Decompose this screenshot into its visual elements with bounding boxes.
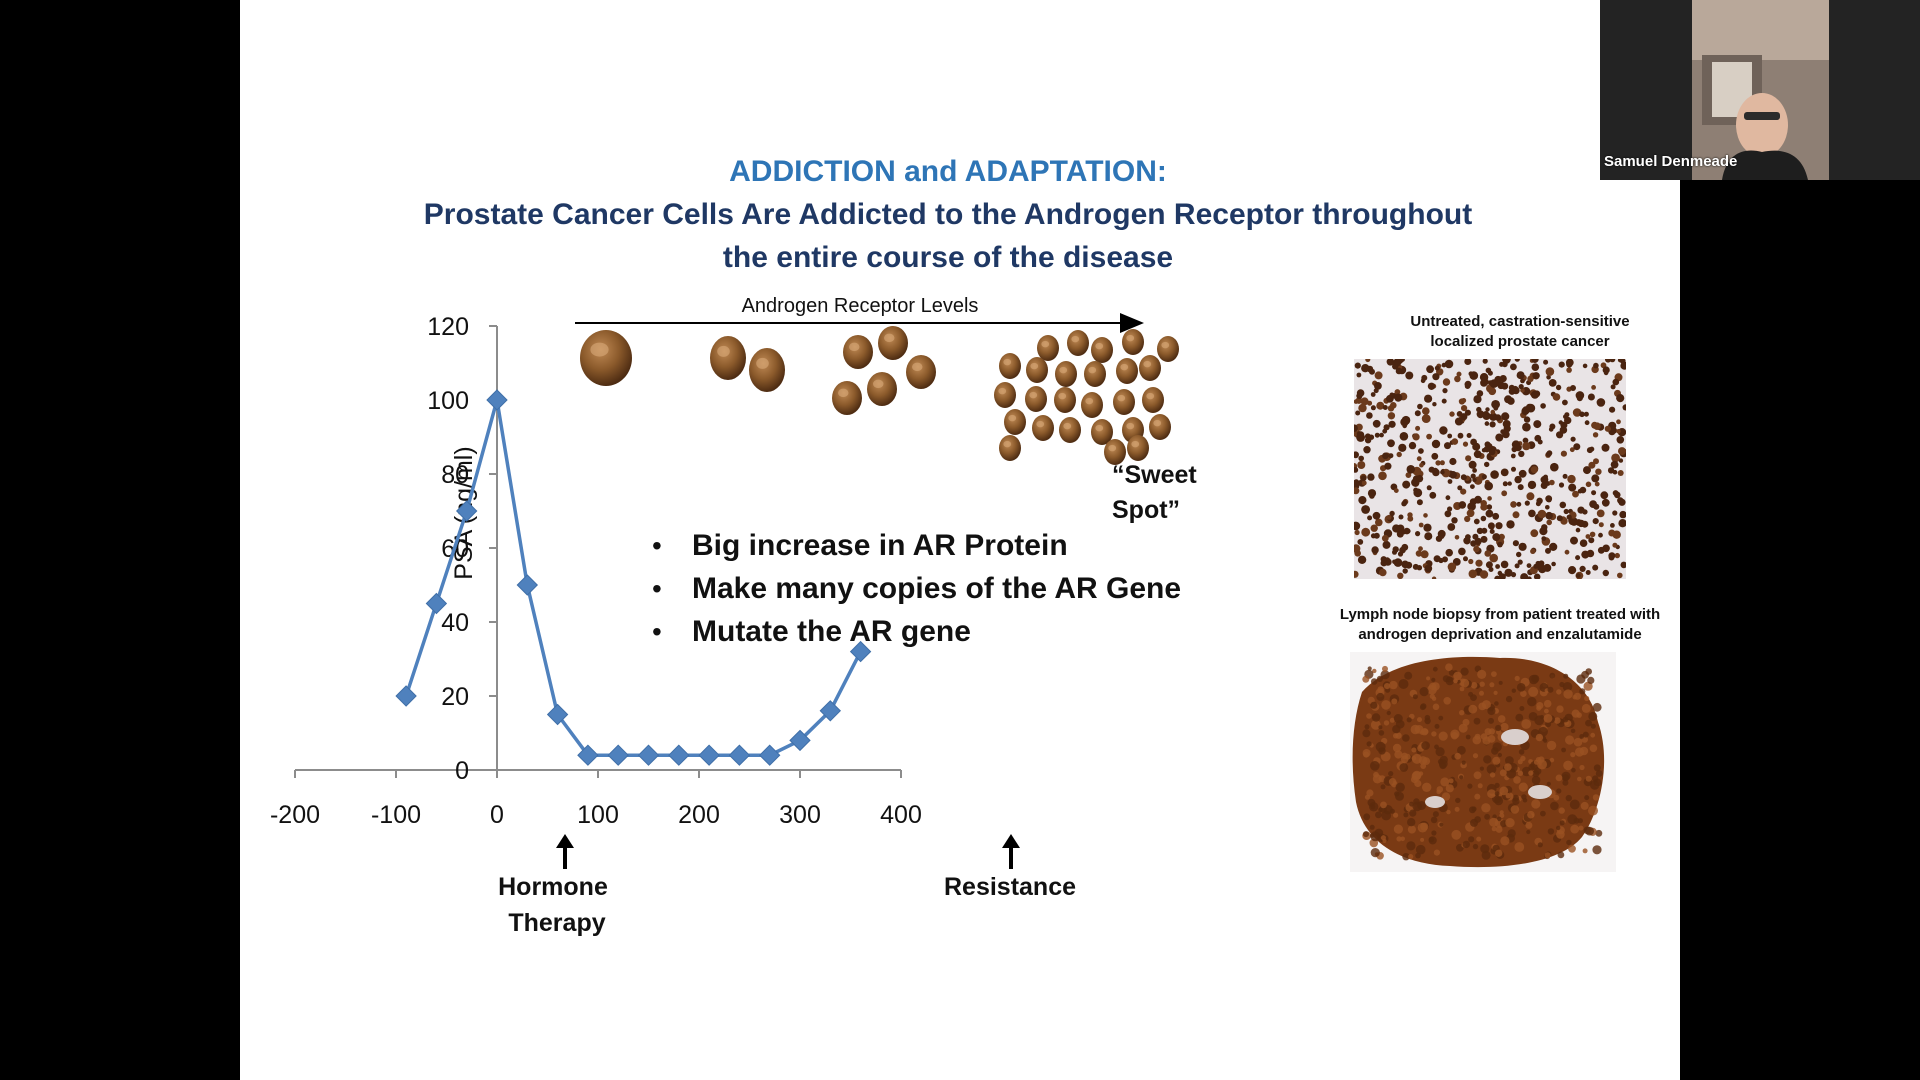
chart-axes: -200 -100 0 100 200 300 400020406080100120PSA … xyxy=(270,313,922,829)
cell-icon xyxy=(1055,361,1077,387)
x-tick-label: 0 xyxy=(490,801,504,829)
caption-line: androgen deprivation and enzalutamide xyxy=(1358,626,1642,643)
hormone-therapy-marker: Hormone Therapy xyxy=(498,834,608,937)
ar-levels-label: Androgen Receptor Levels xyxy=(742,295,979,317)
cell-icon xyxy=(1025,386,1047,412)
presentation-slide: ADDICTION and ADAPTATION: Prostate Cance… xyxy=(240,0,1680,1080)
cell-icon xyxy=(749,348,785,392)
cell-icon xyxy=(580,330,632,386)
caption-line: localized prostate cancer xyxy=(1430,333,1610,350)
cell-icon xyxy=(1004,409,1026,435)
cell-icon xyxy=(999,435,1021,461)
y-tick-label: 0 xyxy=(455,757,469,785)
data-point-marker xyxy=(577,744,599,766)
cell-icon xyxy=(999,353,1021,379)
up-arrow-head-icon xyxy=(556,834,574,848)
cell-illustrations xyxy=(580,326,1179,465)
bullet-item: Make many copies of the AR Gene xyxy=(692,572,1181,605)
cell-icon xyxy=(878,326,908,360)
slide-subtitle-line1: Prostate Cancer Cells Are Addicted to th… xyxy=(423,198,1473,231)
data-point-marker xyxy=(425,592,448,615)
resistance-label: Resistance xyxy=(944,873,1076,901)
cell-icon xyxy=(1149,414,1171,440)
caption-line: Lymph node biopsy from patient treated w… xyxy=(1339,606,1661,623)
caption-line: Untreated, castration-sensitive xyxy=(1410,313,1630,330)
resistance-marker: Resistance xyxy=(944,834,1076,901)
cell-icon xyxy=(1054,387,1076,413)
cell-icon xyxy=(832,381,862,415)
cell-icon xyxy=(1091,337,1113,363)
data-point-marker xyxy=(486,389,508,411)
cell-icon xyxy=(1116,358,1138,384)
cell-icon xyxy=(1032,415,1054,441)
data-point-marker xyxy=(637,744,660,766)
bullet-marker: • xyxy=(652,573,662,604)
data-point-marker xyxy=(849,640,872,663)
slide-title: ADDICTION and ADAPTATION: xyxy=(729,155,1167,188)
cell-icon xyxy=(1113,389,1135,415)
cell-icon xyxy=(1157,336,1179,362)
tissue-image-untreated xyxy=(1354,359,1626,579)
bullet-marker: • xyxy=(652,530,662,561)
cell-icon xyxy=(1037,335,1059,361)
cell-icon xyxy=(1142,387,1164,413)
hormone-therapy-label-line2: Therapy xyxy=(508,909,605,937)
data-point-marker xyxy=(728,744,751,766)
data-point-marker xyxy=(668,744,690,766)
y-tick-label: 100 xyxy=(427,387,469,415)
cell-icon xyxy=(710,336,746,380)
y-tick-label: 20 xyxy=(441,683,469,711)
up-arrow-head-icon xyxy=(1002,834,1020,848)
data-point-marker xyxy=(758,744,781,766)
data-point-marker xyxy=(819,700,842,722)
sweet-spot-label-line2: Spot” xyxy=(1112,496,1180,524)
participant-video-tile[interactable]: Samuel Denmeade xyxy=(1600,0,1920,180)
cell-icon xyxy=(1122,329,1144,355)
x-tick-label: -200 xyxy=(270,801,320,829)
bullet-list: • Big increase in AR Protein • Make many… xyxy=(652,529,1181,648)
data-point-marker xyxy=(607,744,629,766)
y-tick-label: 80 xyxy=(441,461,469,489)
x-tick-label: 300 xyxy=(779,801,821,829)
cell-icon xyxy=(906,355,936,389)
bullet-marker: • xyxy=(652,616,662,647)
x-tick-label: 200 xyxy=(678,801,720,829)
participant-name: Samuel Denmeade xyxy=(1604,153,1738,170)
cell-icon xyxy=(1026,357,1048,383)
data-point-marker xyxy=(516,574,539,596)
data-point-marker xyxy=(698,744,720,766)
cell-icon xyxy=(1084,361,1106,387)
tissue-caption-bottom: Lymph node biopsy from patient treated w… xyxy=(1300,605,1680,645)
data-point-marker xyxy=(789,729,811,752)
tissue-image-treated xyxy=(1350,652,1616,872)
cell-icon xyxy=(1059,417,1081,443)
cell-icon xyxy=(1091,419,1113,445)
y-tick-label: 120 xyxy=(427,313,469,341)
bullet-item: Mutate the AR gene xyxy=(692,615,971,648)
x-tick-label: 400 xyxy=(880,801,922,829)
cell-icon xyxy=(1104,439,1126,465)
cell-icon xyxy=(994,382,1016,408)
bullet-item: Big increase in AR Protein xyxy=(692,529,1068,562)
chart-series xyxy=(395,389,872,766)
participant-video-feed xyxy=(1692,0,1829,180)
data-point-marker xyxy=(546,703,569,726)
sweet-spot-label-line1: “Sweet xyxy=(1112,461,1197,489)
x-tick-label: -100 xyxy=(371,801,421,829)
cell-icon xyxy=(1081,392,1103,418)
data-point-marker xyxy=(455,500,478,522)
slide-subtitle-line2: the entire course of the disease xyxy=(722,241,1174,274)
data-point-marker xyxy=(395,685,417,707)
psa-chart: -200 -100 0 100 200 300 400020406080100120PSA … xyxy=(270,295,1197,937)
series-line xyxy=(404,399,863,757)
hormone-therapy-label-line1: Hormone xyxy=(498,873,608,901)
cell-icon xyxy=(1067,330,1089,356)
tissue-caption-top: Untreated, castration-sensitive localize… xyxy=(1320,312,1680,352)
y-tick-label: 40 xyxy=(441,609,469,637)
cell-icon xyxy=(1139,355,1161,381)
cell-icon xyxy=(867,372,897,406)
x-tick-label: 100 xyxy=(577,801,619,829)
cell-icon xyxy=(1127,435,1149,461)
cell-icon xyxy=(843,335,873,369)
